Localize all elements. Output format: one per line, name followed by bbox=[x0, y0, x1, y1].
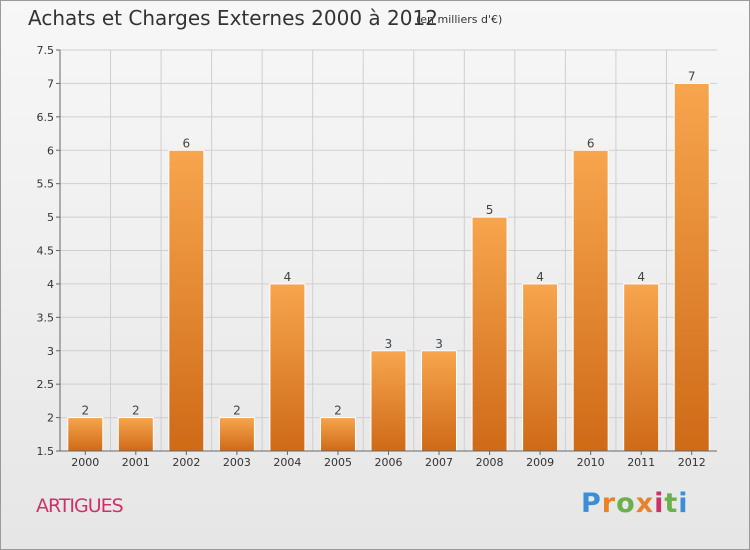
brand-letter: i bbox=[678, 488, 689, 519]
brand-letter: o bbox=[616, 488, 636, 519]
y-tick-label: 4 bbox=[47, 278, 54, 291]
data-label: 4 bbox=[284, 270, 292, 284]
x-tick-label: 2006 bbox=[375, 456, 403, 469]
bar bbox=[421, 350, 458, 452]
x-tick-label: 2004 bbox=[273, 456, 301, 469]
bar bbox=[269, 283, 306, 452]
brand-letter: x bbox=[635, 488, 655, 519]
x-tick-label: 2001 bbox=[122, 456, 150, 469]
y-tick-label: 3.5 bbox=[37, 311, 55, 324]
x-tick-label: 2000 bbox=[71, 456, 99, 469]
place-name: ARTIGUES bbox=[36, 495, 124, 517]
proxiti-logo: Proxiti bbox=[581, 488, 689, 519]
data-label: 4 bbox=[637, 270, 645, 284]
x-tick-label: 2012 bbox=[678, 456, 706, 469]
brand-letter: i bbox=[654, 488, 665, 519]
data-label: 2 bbox=[233, 404, 241, 418]
x-tick-label: 2011 bbox=[627, 456, 655, 469]
bar bbox=[168, 149, 205, 452]
bar bbox=[572, 149, 609, 452]
bar bbox=[471, 216, 508, 452]
x-tick-label: 2010 bbox=[577, 456, 605, 469]
data-label: 2 bbox=[81, 404, 89, 418]
bars bbox=[67, 82, 710, 452]
data-labels: 2 2 6 2 4 2 3 3 5 4 6 4 7 bbox=[81, 69, 695, 417]
bar bbox=[319, 417, 356, 452]
y-tick-label: 7.5 bbox=[37, 44, 55, 57]
x-tick-label: 2003 bbox=[223, 456, 251, 469]
data-label: 6 bbox=[587, 136, 595, 150]
data-label: 2 bbox=[132, 404, 140, 418]
axes: 1.5 2 2.5 3 3.5 4 4.5 5 5.5 6 6.5 7 7.5 2000 2001 2002 2… bbox=[37, 44, 717, 469]
y-tick-label: 3 bbox=[47, 345, 54, 358]
brand-letter: P bbox=[581, 488, 602, 519]
x-tick-label: 2009 bbox=[526, 456, 554, 469]
data-label: 6 bbox=[183, 136, 191, 150]
y-tick-label: 2 bbox=[47, 412, 54, 425]
data-label: 7 bbox=[688, 69, 696, 83]
data-label: 4 bbox=[536, 270, 544, 284]
x-tick-label: 2007 bbox=[425, 456, 453, 469]
y-tick-label: 6 bbox=[47, 144, 54, 157]
y-tick-label: 6.5 bbox=[37, 111, 55, 124]
bar bbox=[370, 350, 407, 452]
bar bbox=[117, 417, 154, 452]
y-tick-label: 2.5 bbox=[37, 378, 55, 391]
y-tick-label: 5.5 bbox=[37, 178, 55, 191]
y-tick-label: 4.5 bbox=[37, 245, 55, 258]
x-tick-label: 2005 bbox=[324, 456, 352, 469]
x-tick-label: 2002 bbox=[172, 456, 200, 469]
data-label: 3 bbox=[385, 337, 393, 351]
data-label: 5 bbox=[486, 203, 494, 217]
bar bbox=[673, 82, 710, 452]
chart-title: Achats et Charges Externes 2000 à 2012 bbox=[28, 6, 438, 30]
data-label: 3 bbox=[435, 337, 443, 351]
y-tick-label: 1.5 bbox=[37, 445, 55, 458]
chart-unit: (en milliers d'€) bbox=[416, 13, 503, 26]
y-tick-label: 7 bbox=[47, 77, 54, 90]
bar bbox=[67, 417, 104, 452]
brand-letter: r bbox=[601, 488, 617, 519]
bar bbox=[522, 283, 559, 452]
y-tick-label: 5 bbox=[47, 211, 54, 224]
brand-letter: t bbox=[664, 488, 679, 519]
data-label: 2 bbox=[334, 404, 342, 418]
x-tick-label: 2008 bbox=[476, 456, 504, 469]
bar bbox=[218, 417, 255, 452]
bar bbox=[623, 283, 660, 452]
